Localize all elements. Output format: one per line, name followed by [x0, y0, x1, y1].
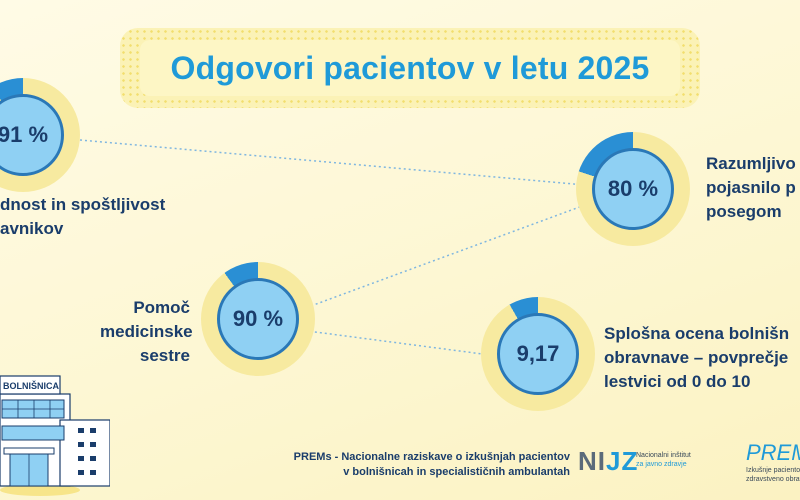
gauge-value: 9,17: [516, 341, 560, 366]
nijz-sub-line: za javno zdravje: [636, 461, 687, 468]
prems-logo: PREM: [746, 440, 800, 465]
footer-line: PREMs - Nacionalne raziskave o izkušnjah…: [293, 451, 570, 463]
footer-line: v bolnišnicah in specialističnih ambulan…: [343, 466, 570, 478]
label-line: Splošna ocena bolnišn: [604, 324, 790, 343]
gauge-nurse-help: 90 %: [201, 262, 315, 376]
gauge-label-nurse-help: Pomoč medicinske sestre: [100, 296, 193, 368]
gauge-value: 90 %: [232, 306, 284, 331]
label-line: lestvici od 0 do 10: [604, 372, 751, 391]
gauge-explanation: 80 %: [576, 132, 690, 246]
prems-sub-line: Izkušnje pacientov: [746, 467, 800, 474]
label-line: posegom: [706, 202, 782, 221]
gauge-inner: 80 %: [592, 148, 674, 230]
label-line: Pomoč: [133, 298, 190, 317]
nijz-subtitle: Nacionalni inštitut za javno zdravje: [636, 451, 691, 469]
gauge-value: 91 %: [0, 122, 49, 147]
label-line: sestre: [139, 346, 190, 365]
label-line: avnikov: [0, 219, 64, 238]
nijz-logo-ni: NI: [578, 446, 606, 476]
connector-line-3: [299, 329, 491, 356]
connector-line-2: [299, 204, 586, 311]
prems-subtitle: Izkušnje pacientov zdravstveno obrav: [746, 466, 800, 484]
page-title: Odgovori pacientov v letu 2025: [170, 49, 650, 86]
gauge-inner: 9,17: [497, 313, 579, 395]
gauge-label-overall-score: Splošna ocena bolnišn obravnave – povpre…: [604, 322, 789, 394]
nijz-logo: NIJZ: [578, 446, 638, 477]
hospital-sign-text: BOLNIŠNICA: [3, 380, 60, 391]
gauge-value: 80 %: [607, 176, 659, 201]
label-line: dnost in spoštljivost: [0, 195, 166, 214]
label-line: pojasnilo p: [706, 178, 796, 197]
gauge-label-explanation: Razumljivo pojasnilo p posegom: [706, 152, 796, 224]
connector-line-1: [79, 139, 586, 186]
prems-sub-line: zdravstveno obrav: [746, 476, 800, 483]
gauge-inner: 90 %: [217, 278, 299, 360]
label-line: Razumljivo: [706, 154, 796, 173]
label-line: obravnave – povprečje: [604, 348, 789, 367]
hospital-illustration: BOLNIŠNICA: [0, 375, 110, 496]
title-banner-inner: Odgovori pacientov v letu 2025: [140, 40, 680, 96]
nijz-logo-jz: JZ: [606, 446, 639, 476]
gauge-overall-score: 9,17: [481, 297, 595, 411]
gauge-label-respect: dnost in spoštljivost avnikov: [0, 193, 165, 241]
gauge-inner: 91 %: [0, 94, 64, 176]
footer-description: PREMs - Nacionalne raziskave o izkušnjah…: [270, 450, 570, 480]
label-line: medicinske: [100, 322, 193, 341]
nijz-sub-line: Nacionalni inštitut: [636, 452, 691, 459]
